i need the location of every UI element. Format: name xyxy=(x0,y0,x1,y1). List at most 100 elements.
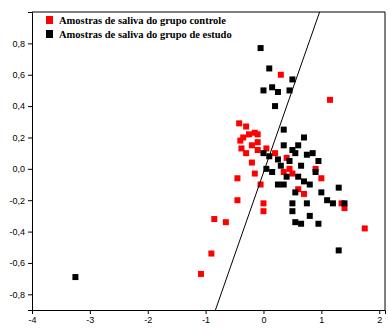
y-tick-label: 0,6 xyxy=(12,70,25,80)
point xyxy=(281,127,287,133)
point xyxy=(318,175,324,181)
point xyxy=(243,150,249,156)
y-tick-mark xyxy=(28,75,32,76)
y-tick-mark xyxy=(28,232,32,233)
point xyxy=(313,169,319,175)
x-tick-label: 2 xyxy=(377,315,382,325)
point xyxy=(260,208,266,214)
point xyxy=(310,150,316,156)
point xyxy=(324,197,330,203)
point xyxy=(246,131,252,137)
y-tick-mark xyxy=(28,294,32,295)
point xyxy=(292,150,298,156)
point xyxy=(275,182,281,188)
x-tick: 1 xyxy=(319,310,324,325)
point xyxy=(301,191,307,197)
y-tick-label: -0,2 xyxy=(9,196,25,206)
point xyxy=(278,72,284,78)
point xyxy=(249,160,255,166)
legend-label: Amostras de saliva do grupo de estudo xyxy=(59,29,232,40)
point xyxy=(260,87,266,93)
point xyxy=(315,158,321,164)
y-tick: -0,2 xyxy=(9,196,32,206)
point xyxy=(336,247,342,253)
point xyxy=(240,134,246,140)
point xyxy=(255,139,261,145)
point xyxy=(287,158,293,164)
y-axis: -0,8-0,6-0,4-0,20,00,20,40,60,8 xyxy=(9,13,32,311)
series xyxy=(198,72,368,277)
point xyxy=(278,163,284,169)
point xyxy=(327,97,333,103)
x-tick-label: -2 xyxy=(144,315,152,325)
point xyxy=(269,169,275,175)
y-tick-label: 0,2 xyxy=(12,133,25,143)
y-tick-mark xyxy=(28,106,32,107)
y-tick-mark xyxy=(28,43,32,44)
x-tick-mark xyxy=(90,310,91,314)
y-tick-label: -0,8 xyxy=(9,290,25,300)
x-tick-mark xyxy=(263,310,264,314)
point xyxy=(236,120,242,126)
point xyxy=(318,189,324,195)
point xyxy=(298,163,304,169)
axis-line xyxy=(33,311,386,315)
point xyxy=(252,171,258,177)
x-tick-label: -4 xyxy=(28,315,36,325)
point xyxy=(301,134,307,140)
y-tick: -0,8 xyxy=(9,290,32,300)
x-tick: -3 xyxy=(86,310,94,325)
point xyxy=(292,189,298,195)
legend: Amostras de saliva do grupo controle Amos… xyxy=(46,15,232,40)
chart: -4-3-2-1012-0,8-0,6-0,4-0,20,00,20,40,60… xyxy=(0,0,388,329)
point xyxy=(258,45,264,51)
legend-item: Amostras de saliva do grupo de estudo xyxy=(46,29,232,40)
point xyxy=(208,251,214,257)
line xyxy=(215,12,319,310)
x-tick-mark xyxy=(148,310,149,314)
marks xyxy=(72,12,367,310)
point xyxy=(289,208,295,214)
point xyxy=(304,152,310,158)
point xyxy=(284,174,290,180)
x-tick: -1 xyxy=(202,310,210,325)
x-tick: -4 xyxy=(28,310,36,325)
y-tick: 0,2 xyxy=(12,133,32,143)
x-tick-mark xyxy=(379,310,380,314)
y-tick: 0,0 xyxy=(12,164,32,174)
point xyxy=(234,175,240,181)
y-tick: 0,4 xyxy=(12,101,32,111)
point xyxy=(269,84,275,90)
y-tick: 0,6 xyxy=(12,70,32,80)
x-tick-label: -1 xyxy=(202,315,210,325)
x-tick-label: 0 xyxy=(261,315,266,325)
point xyxy=(336,185,342,191)
point xyxy=(295,174,301,180)
y-tick: -0,4 xyxy=(9,227,32,237)
point xyxy=(249,142,255,148)
point xyxy=(243,123,249,129)
point xyxy=(198,271,204,277)
point xyxy=(260,150,266,156)
point xyxy=(234,197,240,203)
point xyxy=(211,216,217,222)
x-tick-label: -3 xyxy=(86,315,94,325)
point xyxy=(289,200,295,206)
y-tick-mark xyxy=(28,169,32,170)
series xyxy=(72,45,347,280)
point xyxy=(260,200,266,206)
frame-top xyxy=(32,12,385,13)
legend-label: Amostras de saliva do grupo controle xyxy=(59,15,226,26)
x-tick: 0 xyxy=(261,310,266,325)
point xyxy=(307,213,313,219)
y-tick-label: 0,0 xyxy=(12,164,25,174)
y-tick-mark xyxy=(28,263,32,264)
plot-area: -4-3-2-1012-0,8-0,6-0,4-0,20,00,20,40,60… xyxy=(9,12,385,325)
point xyxy=(255,131,261,137)
point xyxy=(292,219,298,225)
point xyxy=(304,200,310,206)
x-tick-mark xyxy=(206,310,207,314)
y-tick-label: 0,4 xyxy=(12,101,25,111)
point xyxy=(298,221,304,227)
legend-item: Amostras de saliva do grupo controle xyxy=(46,15,226,26)
